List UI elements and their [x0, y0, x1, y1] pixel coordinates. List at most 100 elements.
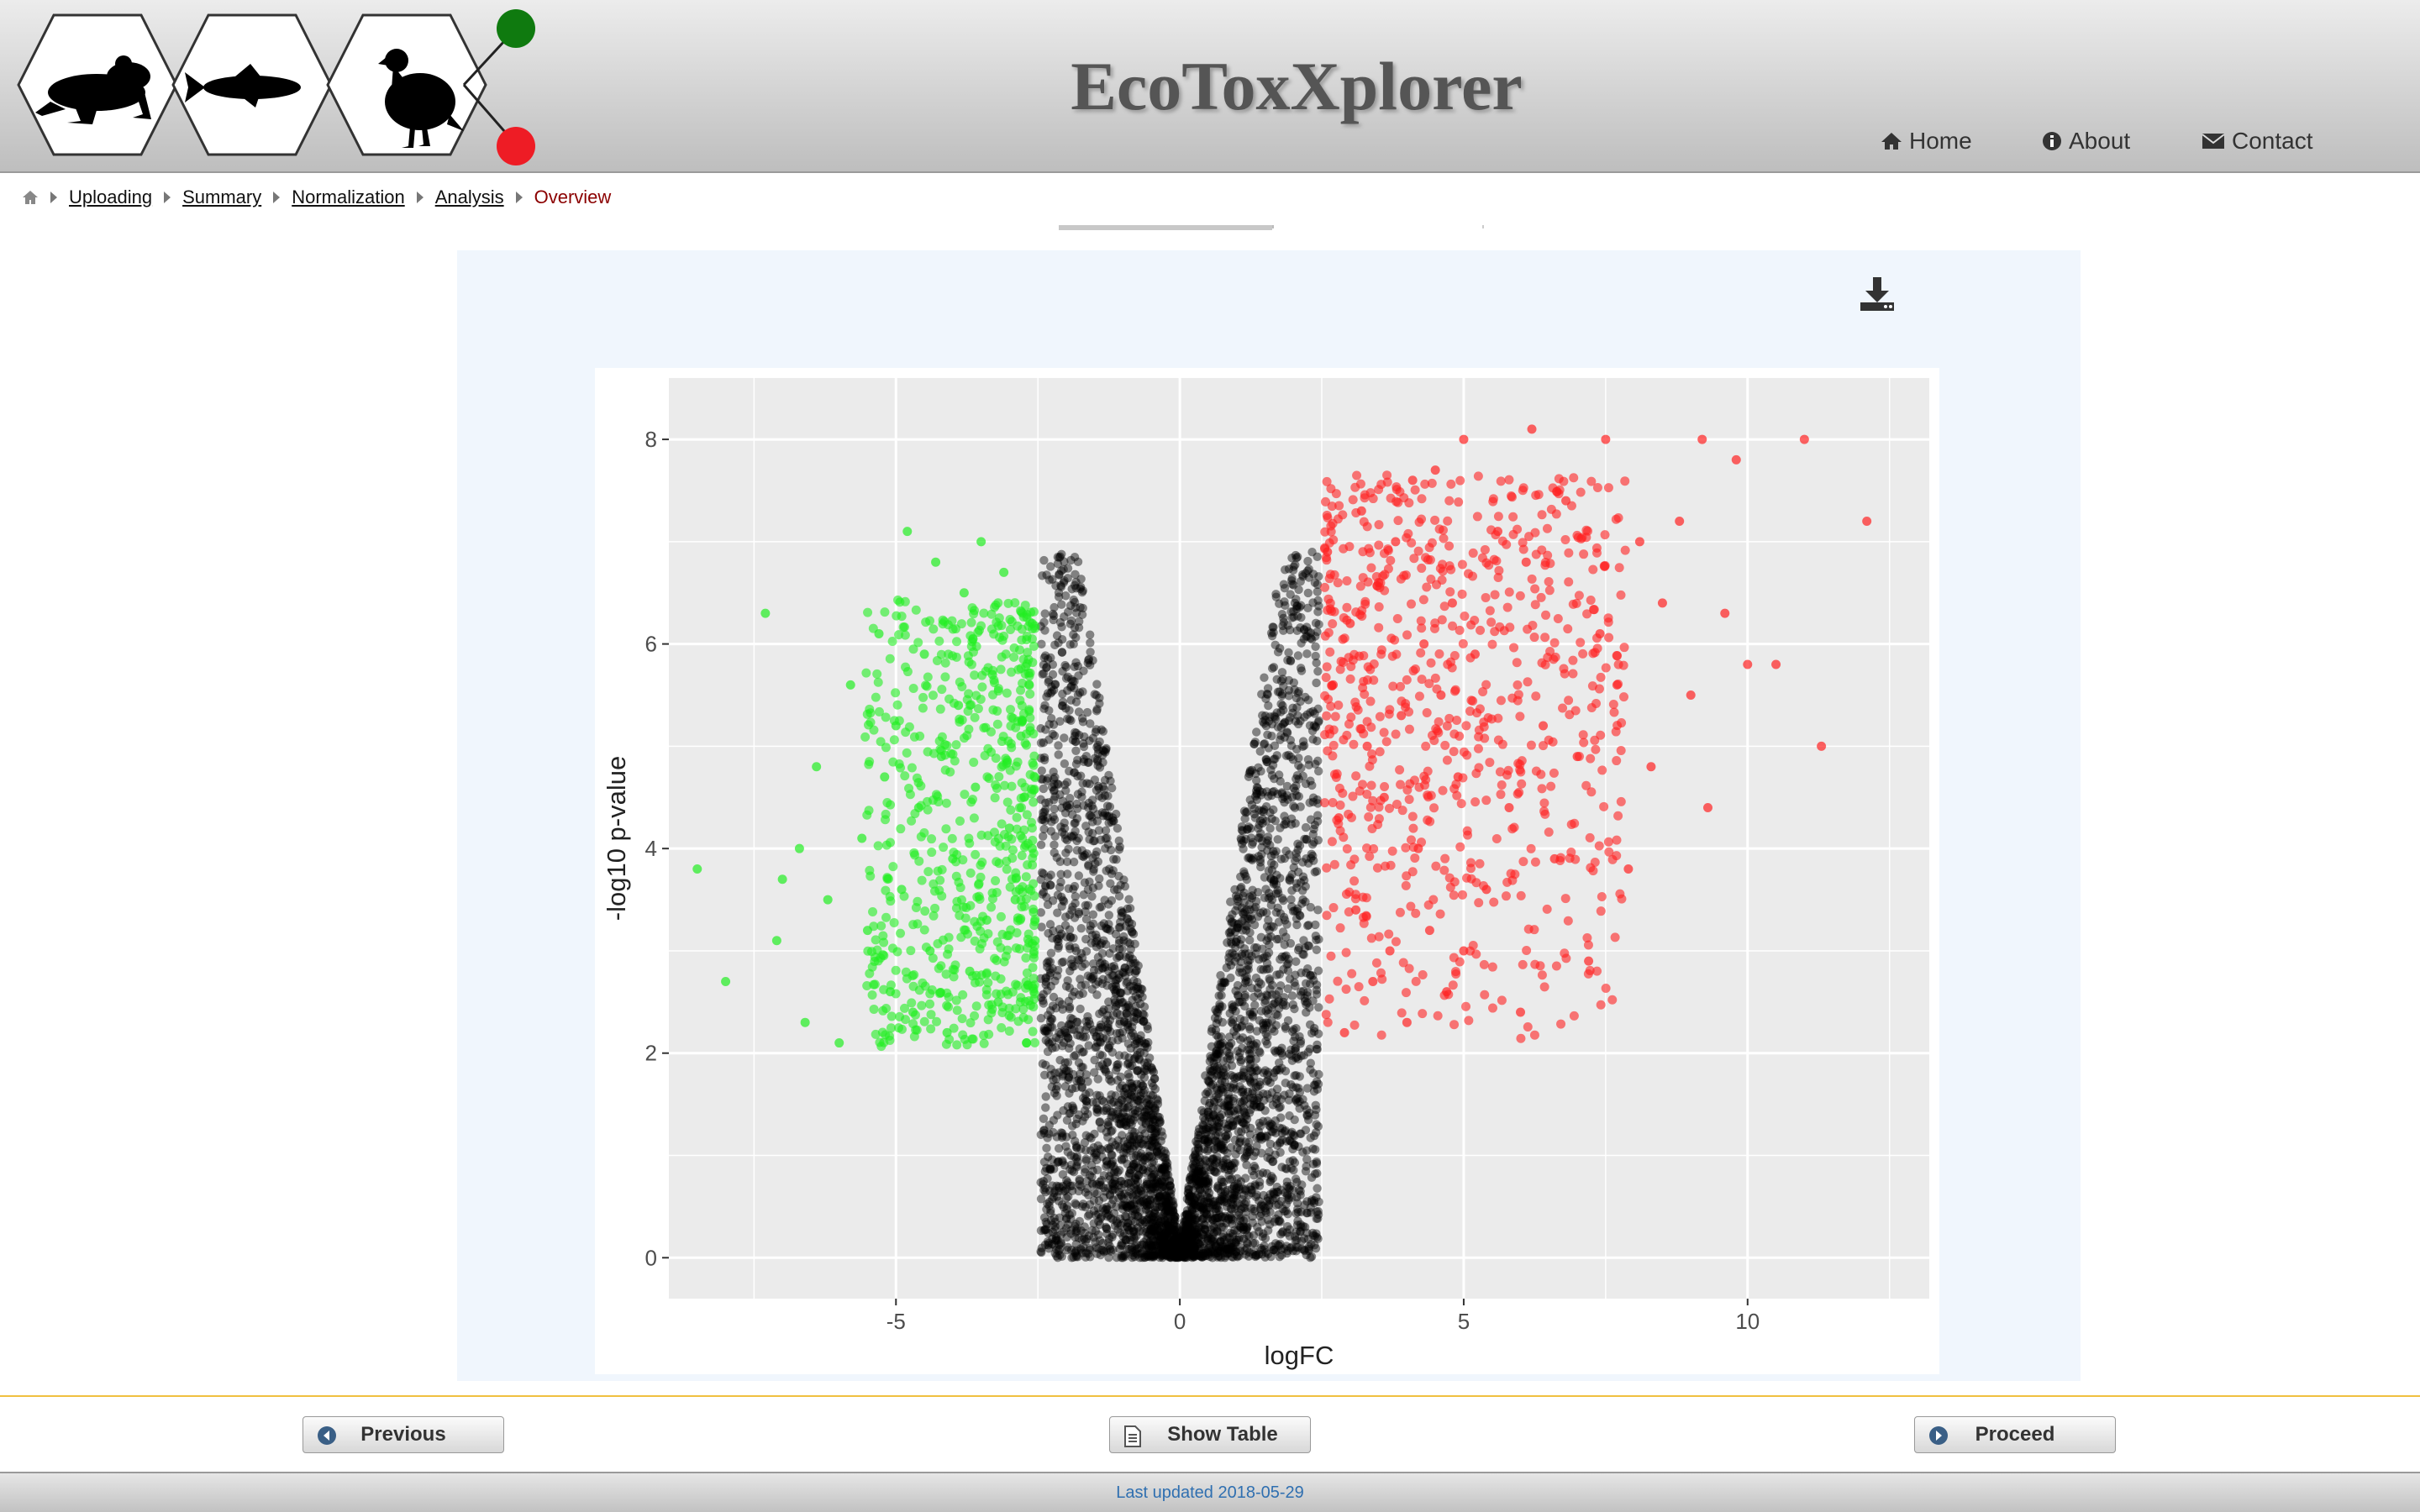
point-ns: [1176, 1252, 1186, 1262]
point-ns: [1088, 883, 1098, 893]
point-ns: [1084, 1249, 1093, 1258]
point-ns: [1129, 1007, 1139, 1016]
point-ns: [1188, 1199, 1197, 1208]
point-ns: [1199, 1108, 1208, 1117]
point-ns: [1218, 1042, 1227, 1051]
point-ns: [1230, 1237, 1239, 1247]
point-ns: [1287, 869, 1297, 879]
point-down: [997, 1002, 1007, 1012]
point-ns: [1207, 1244, 1218, 1254]
point-ns: [1063, 976, 1072, 985]
breadcrumb-summary[interactable]: Summary: [182, 186, 262, 207]
point-ns: [1235, 1035, 1245, 1044]
point-ns: [1080, 850, 1090, 860]
point-ns: [1128, 1137, 1137, 1147]
point-down: [955, 883, 965, 893]
point-ns: [1040, 816, 1050, 826]
nav-home[interactable]: Home: [1881, 128, 1972, 155]
point-down: [845, 680, 855, 690]
point-down: [880, 772, 890, 782]
point-ns: [1181, 1246, 1191, 1256]
point-ns: [1064, 1192, 1073, 1201]
breadcrumb-uploading[interactable]: Uploading: [69, 186, 153, 207]
point-ns: [1266, 765, 1276, 774]
point-ns: [1166, 1192, 1176, 1201]
point-down: [879, 951, 889, 961]
point-ns: [1177, 1237, 1186, 1247]
point-ns: [1050, 804, 1059, 814]
point-ns: [1265, 1154, 1276, 1163]
point-ns: [1163, 1220, 1172, 1230]
point-ns: [1225, 1100, 1234, 1110]
point-ns: [1239, 1225, 1248, 1235]
point-ns: [1113, 1035, 1123, 1045]
point-ns: [1158, 1236, 1167, 1246]
point-down: [930, 903, 940, 913]
point-ns: [1214, 1118, 1224, 1128]
tab-strip-inactive[interactable]: [1272, 225, 1484, 228]
point-ns: [1222, 1194, 1232, 1203]
point-down: [868, 623, 878, 633]
point-ns: [1294, 687, 1304, 696]
point-ns: [1125, 1079, 1134, 1088]
point-ns: [1217, 990, 1226, 1000]
point-ns: [1104, 919, 1113, 929]
point-ns: [1122, 1148, 1131, 1158]
point-ns: [1298, 986, 1308, 996]
point-ns: [1270, 640, 1280, 650]
point-ns: [1297, 764, 1306, 773]
point-ns: [1263, 1089, 1272, 1099]
point-ns: [1275, 643, 1285, 654]
point-ns: [1280, 1244, 1289, 1253]
point-ns: [1205, 1078, 1214, 1087]
point-ns: [1047, 1240, 1057, 1249]
point-ns: [1123, 1244, 1132, 1254]
point-ns: [1186, 1215, 1197, 1226]
point-ns: [1076, 1244, 1086, 1253]
point-ns: [1271, 880, 1281, 890]
point-ns: [1304, 573, 1313, 582]
point-ns: [1236, 1133, 1245, 1143]
point-down: [1021, 872, 1031, 882]
breadcrumb-normalization[interactable]: Normalization: [292, 186, 405, 207]
point-ns: [1137, 1116, 1146, 1126]
point-ns: [1146, 1110, 1156, 1120]
nav-contact[interactable]: Contact: [2202, 128, 2313, 155]
point-ns: [1061, 848, 1071, 858]
point-ns: [1039, 1024, 1049, 1033]
point-ns: [1218, 1068, 1228, 1077]
point-ns: [1310, 578, 1320, 587]
tab-strip[interactable]: [1059, 225, 1272, 230]
point-ns: [1075, 1180, 1085, 1189]
point-ns: [1218, 1143, 1228, 1152]
point-ns: [1106, 776, 1115, 785]
point-down: [1022, 1037, 1032, 1047]
point-ns: [1224, 1041, 1234, 1050]
point-ns: [1081, 1188, 1091, 1197]
point-ns: [1218, 1177, 1227, 1186]
home-icon[interactable]: [22, 190, 39, 205]
point-ns: [1111, 1002, 1120, 1012]
point-ns: [1123, 977, 1132, 987]
download-button[interactable]: [1857, 274, 1897, 318]
breadcrumb-analysis[interactable]: Analysis: [434, 186, 504, 207]
point-ns: [1107, 1126, 1116, 1137]
point-ns: [1095, 1236, 1105, 1246]
point-ns: [1194, 1177, 1203, 1186]
point-ns: [1164, 1249, 1174, 1258]
point-ns: [1291, 1174, 1301, 1184]
point-ns: [1280, 1206, 1289, 1216]
point-ns: [1123, 1103, 1133, 1112]
point-ns: [1116, 917, 1125, 927]
point-ns: [1299, 875, 1309, 885]
point-ns: [1123, 1218, 1133, 1227]
point-ns: [1220, 1194, 1229, 1204]
nav-about[interactable]: About: [2042, 128, 2130, 155]
point-ns: [1307, 840, 1318, 849]
point-ns: [1125, 1134, 1135, 1144]
point-ns: [1152, 1203, 1162, 1212]
point-ns: [1271, 714, 1281, 724]
point-ns: [1265, 892, 1276, 901]
point-ns: [1123, 1202, 1132, 1211]
point-ns: [1207, 1225, 1216, 1234]
